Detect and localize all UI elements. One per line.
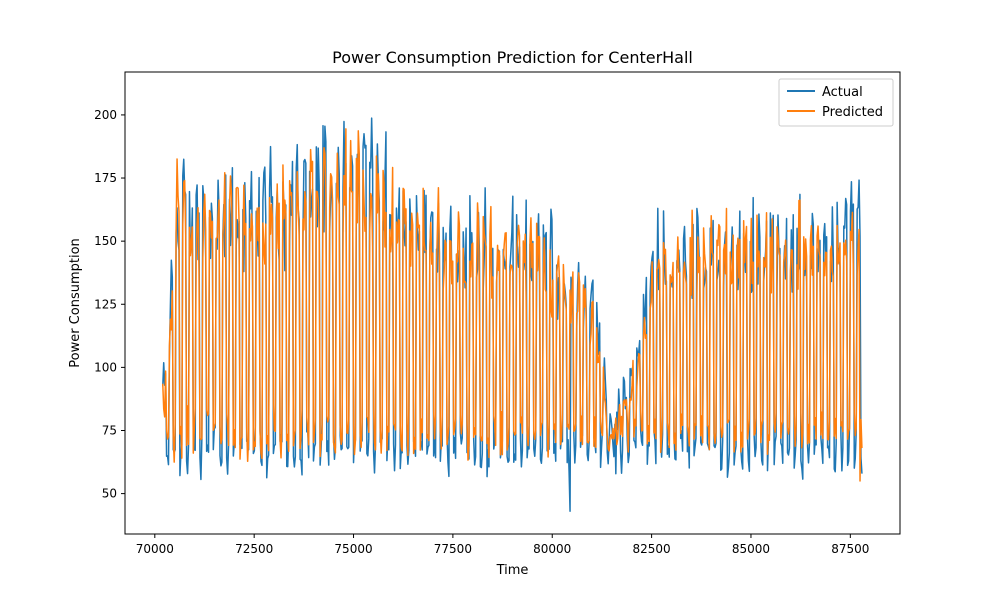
y-tick-label: 100 [94,360,117,374]
x-tick-label: 80000 [533,542,571,556]
x-tick-label: 87500 [831,542,869,556]
axes-frame [124,71,901,535]
legend: Actual Predicted [778,78,894,127]
x-axis-label: Time [496,563,529,578]
plot-area [162,117,863,513]
y-axis-label: Power Consumption [68,238,83,368]
y-tick-label: 175 [94,171,117,185]
series-line-predicted [162,128,863,482]
x-tick-label: 70000 [136,542,174,556]
y-tick-label: 200 [94,108,117,122]
y-tick-label: 50 [102,487,117,501]
x-tick-label: 85000 [732,542,770,556]
x-tick-label: 82500 [633,542,671,556]
x-tick-label: 72500 [235,542,273,556]
y-axis-ticks: 50 75 100 125 150 175 200 [94,108,125,501]
series-layer [162,117,863,513]
chart-title: Power Consumption Prediction for CenterH… [332,48,693,67]
y-tick-label: 125 [94,297,117,311]
x-tick-label: 75000 [334,542,372,556]
legend-label-predicted: Predicted [822,105,883,120]
legend-label-actual: Actual [822,85,863,100]
x-tick-label: 77500 [434,542,472,556]
y-tick-label: 75 [102,423,117,437]
x-axis-ticks: 70000 72500 75000 77500 80000 82500 85000 87500 [136,534,869,556]
y-tick-label: 150 [94,234,117,248]
